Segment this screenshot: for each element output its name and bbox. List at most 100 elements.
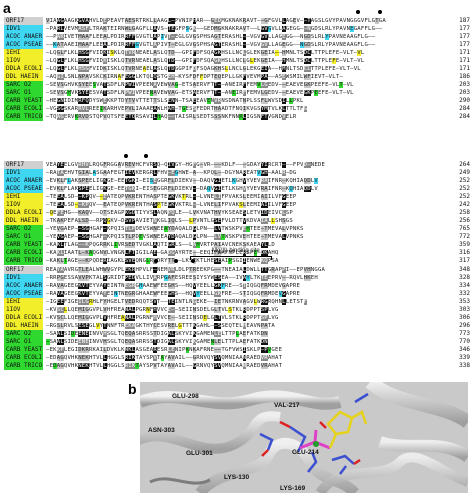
residue-label-glu-214: GLU-214 [292, 449, 319, 456]
sequence-name: CARB ECOLI [4, 354, 43, 362]
sequence-end-position: 252 [459, 177, 470, 184]
sequence-residues: —SEVSGHVKSYEESVATSDFLNPWIVPEENAVEWVAG—ET… [46, 82, 354, 88]
alignment-row: ACOC ANAER —RAVAGEEGKVTEYVAYEINTNEGRGHAAE… [4, 282, 470, 290]
sequence-end-position: 765 [459, 225, 470, 232]
sequence-name: SARC O1 [4, 89, 43, 97]
sequence-end-position: 772 [459, 233, 470, 240]
alignment-row: CARB TRICO —EDAGQVHKNEKHTVLLHGGLSRIKTAYSP… [4, 362, 470, 370]
sequence-residues: —SAALSIDEENEINVVHSGLTQEQASRRSSTDIGALSKYV… [46, 331, 268, 337]
conserved-site-dot [378, 10, 382, 14]
sequence-end-position: 186 [459, 73, 470, 80]
panel-b-label: b [128, 381, 137, 397]
sequence-end-position: 306 [459, 314, 470, 321]
sequence-end-position: 177 [459, 33, 470, 40]
alignment-row: DDL HAEIN —AQGILSNLNPAVSKCKIRNAFEGGLKTQLQ… [4, 73, 470, 81]
alignment-row: DDLA ECOLI —KVSCLLQEMIGGVPLVHFREANALPGRNF… [4, 314, 470, 322]
alignment-row: 1IOV —KVSCLLQEMIGGVPLVHFREANALPGRNFHVVCE—… [4, 306, 470, 314]
sequence-residues: —LQGLFLKLHSGFVIDKISKLQTVRNEAELASLQTD——GP… [46, 50, 365, 56]
sequence-residues: —EDAGQVHKNEKHTVLLHGGLSRIKTAYSPVTAYAVAIL—… [46, 355, 283, 361]
sequence-end-position: 338 [459, 362, 470, 369]
sequence-name: SARC O2 [4, 330, 43, 338]
alignment-row: DDL HAEIN —RGSLRVLSESEGLVYTNNFTREKAGKTHYC… [4, 322, 470, 330]
sequence-name: CARB ECOLI [4, 249, 43, 257]
sequence-name: ACOC PSEAE [4, 185, 43, 193]
alignment-row: ACOC PSEAE —RAVAGEEGKVTEYVAYEINTNEGRGHAAE… [4, 290, 470, 298]
sequence-residues: REAYAAVRGTLEALWHWVGYPLEKRHPVLF—NEMVRLDLP… [46, 267, 326, 273]
sequence-name: ACOC PSEAE [4, 290, 43, 298]
residue-label-lys-169: LYS-169 [280, 485, 306, 492]
mg-binding-site-bracket [190, 256, 272, 260]
alignment-row: 1EHI —IGEEFIGEILGRHLFYHGELTVEDRQQTSVT——TE… [4, 298, 470, 306]
sequence-residues: —LQGLFLKLHSGFVIDKISKLQTVRNEAELASLQTD——GP… [46, 58, 365, 64]
sequence-name: CARB YEAST [4, 241, 43, 249]
sequence-end-position: 284 [459, 105, 470, 112]
sequence-name: CARB YEAST [4, 97, 43, 105]
alignment-row: ACOC ANAER ——PAKIVETMAAFLEEALPDIRRFFGVGTL… [4, 33, 470, 41]
sequence-name: DDLA ECOLI [4, 314, 43, 322]
alignment-row: IDV1 —PARLVEVMASFLTRAKTEIRNWLGAGFLLAVS—TE… [4, 25, 470, 33]
sequence-end-position: 348 [459, 266, 470, 273]
alignment-row: CARB YEAST —KAKLTLAG——KPQGRRKLIVRSEDTVGKL… [4, 241, 470, 249]
alignment-row: CARB ECOLI —KAKLIAATL—KAQGNVLVNGNLFTIGILA… [4, 249, 470, 257]
residue-label-val-217: VAL-217 [274, 402, 300, 409]
alignment-row: SARC O2 —YEVGAEP——SGHGAF—KPQISTLPDEVSWNEE… [4, 225, 470, 233]
sequence-residues: —TKAKPEFALSD——RPQGKV—DSVPAVIETNKGLIQLS——… [46, 218, 293, 224]
sequence-end-position: 303 [459, 306, 470, 313]
sequence-name: CARB ECOLI [4, 105, 43, 113]
sequence-name: ORF17 [4, 266, 43, 274]
alignment-row: CARB TRICO —KAKLTAGE——KPQDERIAGKLSVEQNGLR… [4, 257, 470, 265]
sequence-residues: —IGEEFIGEILGRHLFYHGELTVEDRQQTSVT——TEINTL… [46, 299, 308, 305]
sequence-name: ACOC ANAER [4, 33, 43, 41]
sequence-name: CARB TRICO [4, 257, 43, 265]
sequence-end-position: 177 [459, 41, 470, 48]
alignment-row: SARC O1 —YEVGAEP——SGHGAF—KPQISTLPDEVSWNEE… [4, 233, 470, 241]
sequence-name: SARC O1 [4, 338, 43, 346]
residue-label-asn-303: ASN-303 [148, 427, 175, 434]
alignment-row: 1EHI —LQGLFLKLHSGFVIDKISKLQTVRNEAELASLQTD… [4, 49, 470, 57]
sequence-name: IDV1 [4, 169, 43, 177]
alignment-row: SARC O1 —SAALSIDEENEINVVHSGLTQEQASRRSSTDI… [4, 338, 470, 346]
sequence-name: 1EHI [4, 193, 43, 201]
sequence-end-position: 332 [459, 290, 470, 297]
alignment-row: ORF17 VEAYEELGVRHVLRQGFRGGAVREVHCFVRSQ—QI… [4, 161, 470, 169]
residue-label-lys-130: LYS-130 [224, 474, 250, 481]
sequence-residues: —KAKLIAATL—KAQGNVLVNGNLFTIGILAE—GADGAYRT… [46, 250, 279, 256]
sequence-end-position: 187 [459, 17, 470, 24]
sequence-residues: —EVKLFLAKSPEELIGKGE—EETGKI—EISEGGRFLDIEK… [46, 186, 318, 192]
sequence-name: 1IOV [4, 57, 43, 65]
mg-binding-site-label: Mg(II) binding site [212, 248, 260, 254]
sequence-residues: —TEEALSD——KPQV——EATEQPVKRENTHASPTEGKVKTR… [46, 194, 297, 200]
sequence-end-position: 258 [459, 209, 470, 216]
sequence-residues: —VGSGSKARRVLREEIKARHVEPVLIAAAEAWLHAH—TGE… [46, 106, 308, 112]
sequence-end-position: 242 [459, 201, 470, 208]
sequence-residues: —RRPGESSAVVPKTALSGRIDTPEDVLLIVARPGAFESRE… [46, 275, 318, 281]
sequence-end-position: 252 [459, 193, 470, 200]
sequence-end-position: 359 [459, 241, 470, 248]
alignment-row: CARB ECOLI —EDAGQVHKNEKHTVLLHGGLSRIKTAYSP… [4, 354, 470, 362]
sequence-end-position: 317 [459, 257, 470, 264]
sequence-name: ORF17 [4, 161, 43, 169]
conserved-site-dot [191, 259, 195, 263]
panel-a-label: a [3, 0, 11, 16]
sequence-residues: —RAVAGEEGKVTEYVAYEINTNEGRGHAAEWFEEGHS——H… [46, 283, 301, 289]
sequence-residues: —YEVGAEP——SGHGAF—KPQISTLPDEVSWNEEAYDAQAL… [46, 234, 304, 240]
sequence-name: DDL HAEIN [4, 322, 43, 330]
conserved-site-dot [124, 154, 128, 158]
alignment-row: DDLA ECOLI —LQGLFLKLHSGFVIDKISKLQTVRNEAEL… [4, 65, 470, 73]
sequence-name: SARC O2 [4, 225, 43, 233]
conserved-site-dot [144, 154, 148, 158]
residue-label-glu-301: GLU-301 [186, 450, 213, 457]
sequence-residues: —RATAEHVTGIALASGAAFEGTIEVKERGRLFHV—EGHWE… [46, 170, 297, 176]
sequence-residues: —AQGILSNLNPAVSKCKIRNAFEGGLKTQLQSTGEH—KYS… [46, 74, 343, 80]
residue-label-glu-298: GLU-298 [172, 393, 199, 400]
alignment-row: ACOC PSEAE ——KATAAEIMAAFLEEALPDIRRFFGVGTL… [4, 41, 470, 49]
sequence-name: 1EHI [4, 298, 43, 306]
alignment-row: 1IOV —TEEALSD——KPQV——EATEQPVKRENTHASPTEGK… [4, 201, 470, 209]
sequence-end-position: 773 [459, 330, 470, 337]
conserved-site-dot [154, 259, 158, 263]
sequence-name: ACOC PSEAE [4, 41, 43, 49]
sequence-residues: —EVKLFLAKSPEELIGKGE—EETGKI—EISEGGRFLDIEK… [46, 178, 318, 184]
alignment-row: IDV1 —RATAEHVTGIALASGAAFEGTIEVKERGRLFHV—E… [4, 169, 470, 177]
sequence-residues: —SEVSGHVKSYEESVATSDFLNPWIVPEENAVEWVAG—ET… [46, 90, 354, 96]
sequence-name: SARC O1 [4, 233, 43, 241]
